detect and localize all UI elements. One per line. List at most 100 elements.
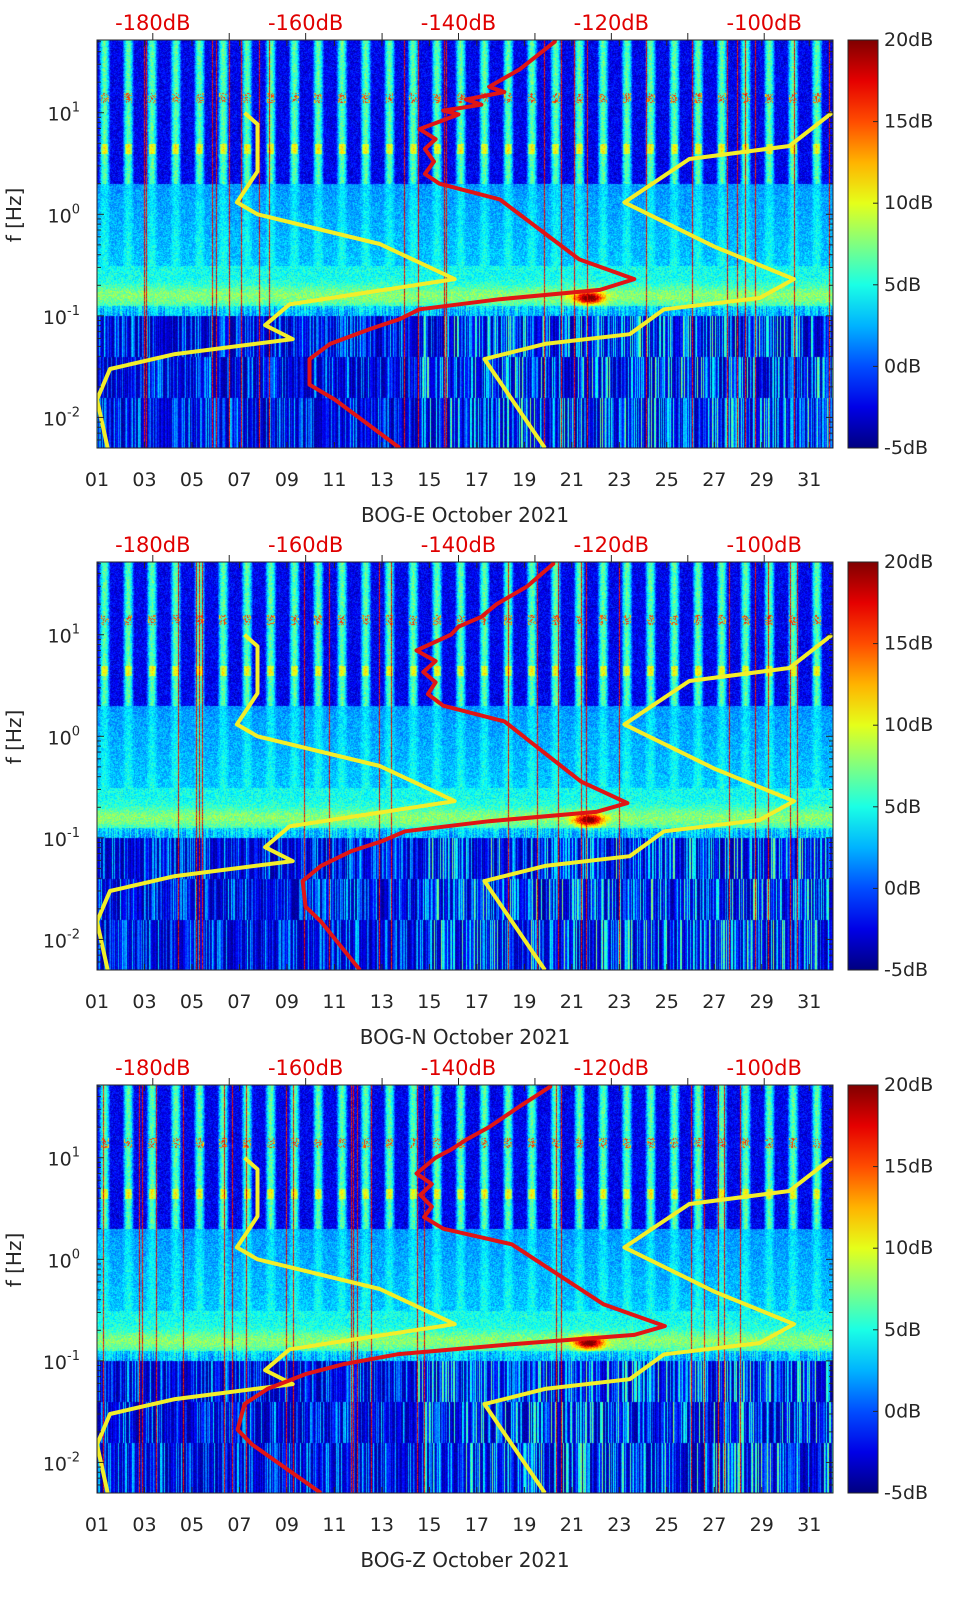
y-tick-exponent: -1 bbox=[67, 826, 80, 841]
series-line-high-noise-model bbox=[482, 1156, 833, 1493]
x-tick-label: 25 bbox=[655, 991, 679, 1013]
y-tick-exponent: 1 bbox=[72, 101, 80, 116]
db-tick-label: -100dB bbox=[727, 1056, 802, 1080]
x-tick-label: 31 bbox=[797, 991, 821, 1013]
x-tick-label: 23 bbox=[607, 1514, 631, 1536]
series-line-median-psd bbox=[307, 40, 637, 448]
y-tick-label: 100 bbox=[48, 202, 80, 227]
series-line-low-noise-model bbox=[97, 633, 457, 970]
y-axis-label: f [Hz] bbox=[2, 1233, 26, 1288]
y-tick-label: 10-2 bbox=[43, 1450, 80, 1475]
db-tick-label: -140dB bbox=[421, 533, 496, 557]
plot-frame bbox=[96, 561, 834, 971]
y-tick-base: 10 bbox=[43, 930, 67, 952]
x-tick-label: 27 bbox=[702, 1514, 726, 1536]
x-tick-label: 21 bbox=[560, 469, 584, 491]
y-tick-base: 10 bbox=[43, 1453, 67, 1475]
x-tick-label: 23 bbox=[607, 469, 631, 491]
db-tick-label: -140dB bbox=[421, 1056, 496, 1080]
x-tick-label: 03 bbox=[132, 469, 156, 491]
db-tick-label: -120dB bbox=[574, 533, 649, 557]
y-tick-base: 10 bbox=[43, 1352, 67, 1374]
x-tick-label: 13 bbox=[370, 469, 394, 491]
x-tick-label: 07 bbox=[227, 991, 251, 1013]
x-tick-label: 09 bbox=[275, 469, 299, 491]
series-line-low-noise-model bbox=[97, 1156, 457, 1493]
y-tick-base: 10 bbox=[48, 727, 72, 749]
colorbar-tick-label: 10dB bbox=[884, 192, 933, 214]
db-tick-label: -180dB bbox=[115, 1056, 190, 1080]
y-axis-label: f [Hz] bbox=[2, 710, 26, 765]
db-tick-label: -180dB bbox=[115, 533, 190, 557]
y-tick-exponent: 0 bbox=[72, 724, 80, 739]
y-tick-base: 10 bbox=[48, 205, 72, 227]
x-tick-label: 31 bbox=[797, 469, 821, 491]
x-tick-label: 19 bbox=[512, 469, 536, 491]
db-tick-label: -100dB bbox=[727, 11, 802, 35]
x-tick-label: 07 bbox=[227, 469, 251, 491]
colorbar-tick-label: 15dB bbox=[884, 1156, 933, 1178]
x-tick-label: 15 bbox=[417, 1514, 441, 1536]
y-tick-base: 10 bbox=[43, 307, 67, 329]
colorbar-tick-label: 10dB bbox=[884, 1237, 933, 1259]
x-tick-label: 17 bbox=[465, 991, 489, 1013]
colorbar-tick-label: 0dB bbox=[884, 1400, 921, 1422]
y-tick-label: 10-2 bbox=[43, 927, 80, 952]
x-tick-label: 03 bbox=[132, 991, 156, 1013]
x-axis-label: BOG-N October 2021 bbox=[360, 1025, 570, 1049]
db-tick-label: -120dB bbox=[574, 1056, 649, 1080]
colorbar-tick-label: -5dB bbox=[884, 437, 928, 459]
series-line-median-psd bbox=[300, 562, 630, 970]
x-tick-label: 13 bbox=[370, 991, 394, 1013]
colorbar-tick-label: 5dB bbox=[884, 274, 921, 296]
y-tick-exponent: -2 bbox=[67, 1450, 80, 1465]
colorbar-tick-label: 15dB bbox=[884, 633, 933, 655]
y-tick-label: 10-1 bbox=[43, 1349, 80, 1374]
db-tick-label: -160dB bbox=[268, 1056, 343, 1080]
x-tick-label: 19 bbox=[512, 991, 536, 1013]
x-tick-label: 11 bbox=[322, 1514, 346, 1536]
colorbar-tick-label: -5dB bbox=[884, 959, 928, 981]
x-axis-label: BOG-Z October 2021 bbox=[360, 1548, 569, 1572]
x-tick-label: 25 bbox=[655, 469, 679, 491]
series-line-low-noise-model bbox=[97, 111, 457, 448]
x-tick-label: 03 bbox=[132, 1514, 156, 1536]
x-tick-label: 11 bbox=[322, 469, 346, 491]
y-tick-label: 10-1 bbox=[43, 304, 80, 329]
y-tick-exponent: -2 bbox=[67, 405, 80, 420]
y-tick-exponent: 0 bbox=[72, 1247, 80, 1262]
colorbar-tick-label: 10dB bbox=[884, 714, 933, 736]
x-tick-label: 05 bbox=[180, 1514, 204, 1536]
x-tick-label: 21 bbox=[560, 1514, 584, 1536]
db-tick-label: -160dB bbox=[268, 533, 343, 557]
x-tick-label: 01 bbox=[85, 991, 109, 1013]
y-tick-label: 101 bbox=[48, 1146, 80, 1171]
db-tick-label: -180dB bbox=[115, 11, 190, 35]
x-tick-label: 05 bbox=[180, 991, 204, 1013]
x-tick-label: 09 bbox=[275, 991, 299, 1013]
x-tick-label: 25 bbox=[655, 1514, 679, 1536]
y-tick-base: 10 bbox=[43, 829, 67, 851]
colorbar bbox=[847, 1084, 879, 1494]
x-tick-label: 01 bbox=[85, 469, 109, 491]
y-tick-exponent: 0 bbox=[72, 202, 80, 217]
db-tick-label: -140dB bbox=[421, 11, 496, 35]
colorbar-tick-label: -5dB bbox=[884, 1482, 928, 1504]
spectrogram-panel-z: 01 03 05 07 09 11 13 15 17 19 21 23 25 27 29 31 BOG-Z Oc… bbox=[0, 1045, 962, 1572]
colorbar-tick-label: 5dB bbox=[884, 1319, 921, 1341]
colorbar-tick-label: 20dB bbox=[884, 29, 933, 51]
x-tick-label: 21 bbox=[560, 991, 584, 1013]
y-tick-label: 10-1 bbox=[43, 826, 80, 851]
colorbar bbox=[847, 561, 879, 971]
x-tick-label: 23 bbox=[607, 991, 631, 1013]
y-tick-base: 10 bbox=[48, 1250, 72, 1272]
series-line-high-noise-model bbox=[482, 633, 833, 970]
y-tick-label: 101 bbox=[48, 623, 80, 648]
y-tick-base: 10 bbox=[48, 1149, 72, 1171]
y-axis-label: f [Hz] bbox=[2, 188, 26, 243]
spectrogram-panel-e: 01 03 05 07 09 11 13 15 17 19 21 23 25 27 29 31 BOG-E Oc… bbox=[0, 0, 962, 527]
plot-frame bbox=[96, 39, 834, 449]
